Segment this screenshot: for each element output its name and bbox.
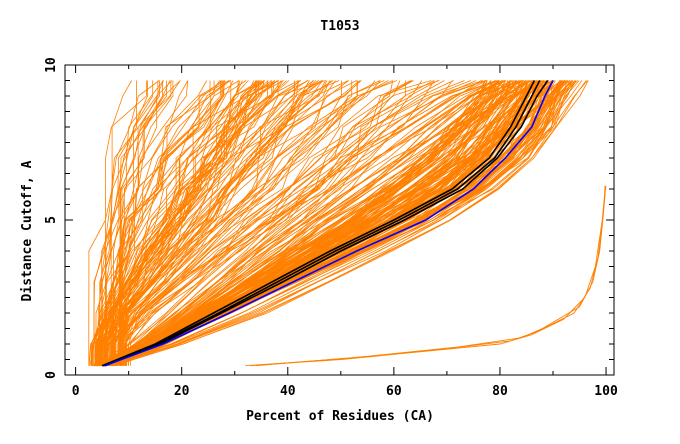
model-line-right-envelope (112, 80, 574, 367)
model-line-mid-fan (125, 80, 282, 366)
model-line-upper-band (109, 80, 507, 367)
model-line-mid-fan (110, 80, 243, 366)
model-line-mid-fan (111, 80, 401, 366)
x-tick-label: 0 (72, 384, 80, 399)
model-line-mid-fan (106, 80, 230, 366)
model-line-mid-fan (104, 80, 308, 366)
model-line-upper-band (94, 80, 505, 367)
model-blue (104, 80, 554, 367)
model-line-mid-fan (106, 80, 394, 366)
model-line-mid-fan (122, 80, 334, 366)
model-line-mid-fan (124, 80, 336, 366)
model-line-mid-fan (115, 80, 259, 366)
model-line-mid-fan (110, 80, 276, 366)
y-axis-label: Distance Cutoff, A (20, 160, 35, 301)
model-line-mid-fan (97, 80, 353, 366)
model-line-upper-band (99, 80, 496, 367)
model-line-mid-fan (124, 80, 414, 366)
x-tick-label: 20 (174, 384, 190, 399)
model-line-mid-fan (99, 80, 300, 366)
model-line-upper-band (106, 80, 541, 367)
model-line-mid-fan (111, 80, 231, 366)
model-line-upper-band (112, 80, 477, 366)
model-line-steep-fan (105, 80, 133, 366)
model-line-upper-band (91, 80, 523, 367)
model-line-right-envelope (113, 80, 587, 367)
model-line-mid-fan (119, 80, 278, 366)
axes: 0 20 40 60 80 100 0 5 10 (44, 57, 618, 399)
model-line-upper-band (105, 80, 487, 367)
model-line-mid-fan (93, 80, 223, 366)
model-black-1 (101, 80, 536, 367)
model-line-steep-fan (93, 80, 154, 366)
model-line-upper-band (102, 80, 499, 367)
model-line-mid-fan (129, 80, 423, 366)
model-line-upper-band (107, 80, 523, 367)
model-line-right-envelope (110, 80, 583, 367)
x-tick-label: 40 (280, 384, 296, 399)
model-line-steep-fan (97, 80, 172, 366)
model-line-mid-fan (117, 80, 439, 366)
model-line-steep-fan (123, 80, 260, 366)
model-line-steep-fan (95, 80, 181, 366)
model-black-2 (104, 80, 541, 367)
model-line-right-envelope (104, 80, 572, 367)
chart-title: T1053 (320, 19, 359, 34)
model-line-mid-fan (115, 80, 310, 366)
series-lines (88, 80, 607, 367)
model-line-mid-fan (113, 80, 221, 366)
outlier-3 (255, 185, 607, 367)
model-line-right-envelope (100, 80, 588, 367)
model-line-mid-fan (126, 80, 295, 366)
y-tick-label: 5 (44, 216, 59, 224)
y-tick-label: 0 (44, 371, 59, 379)
model-line-upper-band (106, 80, 550, 367)
model-line-upper-band (93, 80, 465, 367)
model-line-mid-fan (108, 80, 376, 366)
model-line-mid-fan (94, 80, 358, 366)
model-line-upper-band (95, 80, 527, 367)
model-black-3 (102, 80, 549, 367)
model-line-mid-fan (105, 80, 322, 366)
model-line-mid-fan (99, 80, 220, 366)
x-tick-label: 100 (594, 384, 618, 399)
model-line-mid-fan (101, 80, 225, 366)
model-line-upper-band (107, 80, 486, 367)
y-tick-label: 10 (44, 57, 59, 73)
model-line-upper-band (97, 80, 482, 367)
model-line-mid-fan (128, 80, 445, 366)
model-line-mid-fan (121, 80, 349, 366)
model-line-upper-band (112, 80, 553, 367)
model-line-upper-band (105, 80, 520, 367)
model-line-upper-band (102, 80, 542, 367)
model-line-right-envelope (107, 80, 568, 367)
model-line-mid-fan (121, 80, 226, 366)
x-tick-label: 80 (492, 384, 508, 399)
model-line-mid-fan (96, 80, 240, 366)
x-tick-label: 60 (386, 384, 402, 399)
model-line-mid-fan (128, 80, 389, 366)
model-line-upper-band (94, 80, 515, 367)
x-axis-label: Percent of Residues (CA) (246, 409, 434, 424)
